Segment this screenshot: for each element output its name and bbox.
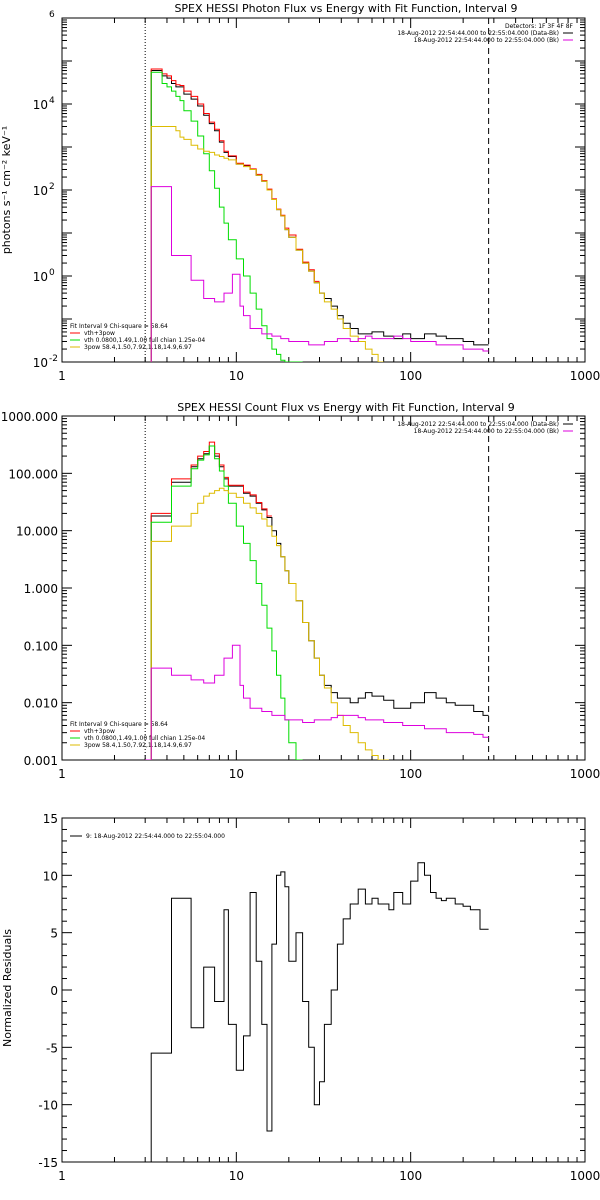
legend-entry: 18-Aug-2012 22:54:44.000 to 22:55:04.000… bbox=[397, 421, 559, 428]
y-tick-label: 0.001 bbox=[24, 754, 58, 768]
residuals-legend: 9: 18-Aug-2012 22:54:44.000 to 22:55:04.… bbox=[70, 833, 225, 840]
y-tick-label: 0.100 bbox=[24, 639, 58, 653]
y-tick-exponent: 4 bbox=[49, 96, 55, 106]
legend-entry: 3pow 58.4,1.50,7.92,1.18,14.9,6.97 bbox=[84, 742, 192, 749]
x-tick-label: 10 bbox=[229, 1169, 244, 1183]
legend-entry: 3pow 58.4,1.50,7.92,1.18,14.9,6.97 bbox=[84, 344, 192, 351]
x-tick-label: 1 bbox=[58, 1169, 66, 1183]
y-tick-exponent: 2 bbox=[49, 182, 55, 192]
legend-entry: Fit Interval 9 Chi-square = 58.64 bbox=[70, 721, 168, 728]
y-tick-exponent: -2 bbox=[49, 354, 58, 364]
series-line-2 bbox=[145, 445, 303, 760]
y-tick-label: 10 bbox=[33, 184, 48, 198]
legend-entry: vth+3pow bbox=[84, 728, 115, 735]
residuals-panel-ylabel: Normalized Residuals bbox=[1, 929, 14, 1047]
y-tick-exponent: 6 bbox=[49, 10, 55, 20]
y-tick-label: -10 bbox=[38, 1099, 58, 1113]
legend-entry: 18-Aug-2012 22:54:44.000 to 22:55:04.000… bbox=[397, 30, 559, 37]
x-tick-label: 100 bbox=[399, 1169, 422, 1183]
x-tick-label: 100 bbox=[399, 369, 422, 383]
y-tick-label: -15 bbox=[38, 1156, 58, 1170]
y-tick-label: -5 bbox=[46, 1041, 58, 1055]
y-tick-exponent: 0 bbox=[49, 268, 55, 278]
y-tick-label: 10 bbox=[33, 98, 48, 112]
x-tick-label: 1 bbox=[58, 369, 66, 383]
residuals-plot-area: 1 10 100 1000 -15 -10 -5 0 5 10 15 bbox=[38, 812, 600, 1183]
y-tick-label: 10 bbox=[43, 869, 58, 883]
series-line-2 bbox=[150, 71, 303, 362]
y-tick-label: 10.000 bbox=[16, 525, 58, 539]
count-plot-area: 1 10 100 1000 0.001 0.010 0.100 1.000 10.000 100.… bbox=[1, 410, 600, 781]
legend-entry: 18-Aug-2012 22:54:44.000 to 22:55:04.000… bbox=[414, 428, 559, 435]
series-line-3 bbox=[145, 487, 389, 760]
legend-entry: Detectors: 1F 3F 4F 8F bbox=[505, 23, 574, 30]
y-tick-label: 0 bbox=[50, 984, 58, 998]
count-legend-top-right: 18-Aug-2012 22:54:44.000 to 22:55:04.000… bbox=[397, 421, 573, 435]
legend-entry: Fit Interval 9 Chi-square = 58.64 bbox=[70, 323, 168, 330]
photon-panel-ylabel: photons s⁻¹ cm⁻² keV⁻¹ bbox=[0, 126, 13, 254]
legend-entry: vth+3pow bbox=[84, 330, 115, 337]
x-tick-label: 1 bbox=[58, 767, 66, 781]
x-tick-label: 100 bbox=[399, 767, 422, 781]
y-tick-label: 5 bbox=[50, 927, 58, 941]
y-tick-label: 15 bbox=[43, 812, 58, 826]
legend-entry: 18-Aug-2012 22:54:44.000 to 22:55:04.000… bbox=[414, 37, 559, 44]
series-line-0 bbox=[145, 862, 489, 1162]
photon-legend-bottom-left: Fit Interval 9 Chi-square = 58.64vth+3po… bbox=[70, 323, 205, 351]
series-line-3 bbox=[150, 126, 384, 362]
photon-flux-panel: SPEX HESSI Photon Flux vs Energy with Fi… bbox=[0, 2, 600, 383]
series-line-1 bbox=[150, 68, 320, 362]
series-line-1 bbox=[145, 441, 272, 760]
y-tick-label: 100.000 bbox=[8, 467, 58, 481]
residuals-panel: Normalized Residuals 9: 18-Aug-2012 22:5… bbox=[1, 812, 600, 1183]
series-line-4 bbox=[150, 186, 489, 362]
x-tick-label: 1000 bbox=[570, 369, 600, 383]
legend-entry: vth 0.0800,1.49,1.00 full chian 1.25e-04 bbox=[84, 735, 205, 742]
y-tick-label: 0.010 bbox=[24, 697, 58, 711]
series-line-4 bbox=[145, 644, 489, 760]
legend-entry: vth 0.0800,1.49,1.00 full chian 1.25e-04 bbox=[84, 337, 205, 344]
y-tick-label: 10 bbox=[33, 270, 48, 284]
count-legend-bottom-left: Fit Interval 9 Chi-square = 58.64vth+3po… bbox=[70, 721, 205, 749]
x-tick-label: 1000 bbox=[570, 767, 600, 781]
legend-entry: 9: 18-Aug-2012 22:54:44.000 to 22:55:04.… bbox=[86, 833, 225, 840]
photon-panel-title: SPEX HESSI Photon Flux vs Energy with Fi… bbox=[174, 2, 517, 15]
y-tick-label: 1000.000 bbox=[1, 410, 58, 424]
x-tick-label: 1000 bbox=[570, 1169, 600, 1183]
y-tick-label: 10 bbox=[33, 356, 48, 370]
x-tick-label: 10 bbox=[229, 767, 244, 781]
count-flux-panel: SPEX HESSI Count Flux vs Energy with Fit… bbox=[1, 401, 600, 781]
y-tick-label: 1.000 bbox=[24, 582, 58, 596]
x-tick-label: 10 bbox=[229, 369, 244, 383]
count-panel-title: SPEX HESSI Count Flux vs Energy with Fit… bbox=[177, 401, 514, 414]
